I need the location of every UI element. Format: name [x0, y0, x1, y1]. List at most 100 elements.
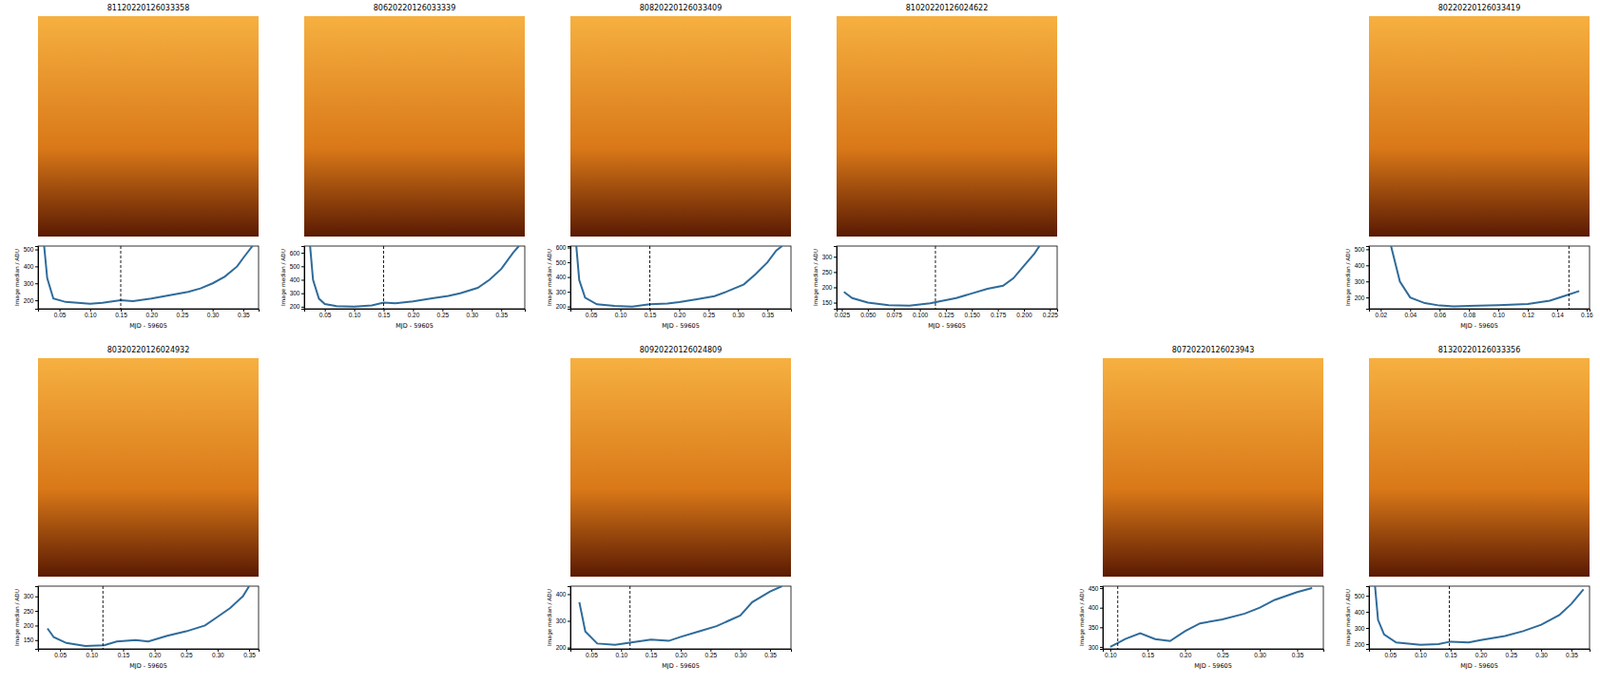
x-tick-label: 0.14	[1551, 311, 1564, 319]
y-tick-label: 200	[289, 303, 301, 310]
y-tick-label: 300	[556, 617, 567, 625]
panel-title: 80720220126023943	[1172, 346, 1255, 355]
y-axis: 300350400450	[1088, 585, 1104, 652]
x-tick: 0.05	[1384, 649, 1397, 659]
x-tick: 0.12	[1522, 308, 1535, 319]
y-tick-mark	[833, 271, 837, 273]
y-axis-line	[301, 247, 306, 310]
y-tick-label: 300	[289, 289, 301, 297]
x-tick: 0.050	[860, 308, 877, 319]
plot-area	[1390, 246, 1580, 309]
x-axis: 0.050.100.150.200.250.300.35	[38, 649, 260, 659]
panel: 808202201260334090.050.100.150.200.250.3…	[546, 3, 792, 330]
y-tick-mark	[301, 279, 305, 281]
x-tick-label: 0.05	[54, 652, 67, 659]
y-tick-label: 400	[556, 273, 567, 281]
y-axis-title: Image median / ADU	[14, 249, 21, 307]
x-axis: 0.050.100.150.200.250.300.35	[305, 308, 526, 319]
y-tick-label: 200	[23, 622, 35, 630]
x-tick: 0.10	[1104, 649, 1118, 659]
y-axis-line	[35, 247, 39, 310]
x-tick-label: 0.30	[465, 311, 479, 319]
x-tick: 0.35	[761, 308, 774, 319]
median-line	[1110, 588, 1312, 648]
x-tick-label: 0.20	[149, 652, 162, 659]
x-tick: 0.15	[645, 649, 658, 659]
panel-title: 80820220126033409	[639, 3, 723, 13]
panel-title: 81120220126033358	[107, 3, 191, 13]
x-tick: 0.20	[674, 649, 688, 659]
x-tick-label: 0.15	[117, 652, 131, 659]
y-tick-label: 400	[23, 263, 35, 270]
y-tick-mark	[35, 597, 39, 598]
x-tick-label: 0.05	[1384, 652, 1397, 659]
plot-frame	[38, 246, 259, 309]
y-tick-label: 500	[556, 259, 567, 267]
y-axis-title: Image median / ADU	[812, 249, 820, 307]
y-tick: 300	[1354, 625, 1369, 633]
median-line	[844, 246, 1041, 307]
x-tick-label: 0.35	[1565, 652, 1579, 659]
y-tick-label: 200	[23, 297, 35, 305]
image-placeholder	[570, 16, 791, 237]
y-tick-label: 150	[23, 636, 35, 644]
x-tick: 0.05	[585, 649, 598, 659]
x-tick: 0.05	[585, 308, 598, 319]
y-tick: 600	[289, 250, 305, 257]
y-tick: 500	[1354, 246, 1369, 253]
y-tick: 300	[1088, 644, 1103, 652]
x-tick-label: 0.15	[645, 652, 658, 659]
y-axis-line	[567, 587, 572, 651]
x-tick: 0.05	[54, 649, 67, 659]
x-tick: 0.35	[1565, 649, 1579, 659]
x-tick: 0.10	[84, 308, 97, 319]
x-tick-label: 0.30	[212, 652, 225, 659]
plot-frame	[570, 586, 791, 650]
y-tick-mark	[1366, 249, 1369, 251]
median-line	[576, 246, 783, 308]
x-tick: 0.10	[1414, 649, 1427, 659]
x-tick-label: 0.15	[1141, 652, 1155, 659]
x-tick: 0.075	[886, 308, 904, 319]
y-axis-line	[833, 247, 838, 310]
x-tick-label: 0.10	[615, 652, 628, 659]
x-tick-label: 0.10	[1492, 311, 1505, 319]
x-axis-title: MJD - 59605	[661, 322, 700, 330]
x-tick-label: 0.125	[938, 311, 955, 319]
x-tick: 0.16	[1580, 308, 1594, 319]
image-placeholder	[1102, 358, 1324, 578]
y-tick-label: 600	[289, 250, 301, 257]
panel: 809202201260248090.050.100.150.200.250.3…	[546, 346, 792, 671]
y-tick-mark	[567, 307, 571, 309]
y-tick-label: 400	[1354, 609, 1366, 617]
y-tick-label: 500	[23, 246, 35, 253]
x-tick: 0.25	[180, 649, 193, 659]
x-tick-label: 0.35	[237, 311, 251, 319]
panel: 803202201260249320.050.100.150.200.250.3…	[14, 346, 260, 671]
x-tick: 0.25	[705, 649, 718, 659]
y-tick-mark	[35, 266, 39, 268]
image-placeholder	[836, 16, 1058, 237]
y-tick-mark	[1099, 627, 1103, 629]
x-tick-label: 0.35	[761, 311, 774, 319]
panel: 813202201260333560.050.100.150.200.250.3…	[1345, 346, 1591, 671]
y-tick-label: 300	[1354, 278, 1366, 286]
y-axis-title: Image median / ADU	[1345, 249, 1352, 307]
x-tick-label: 0.25	[1505, 652, 1519, 659]
x-axis-title: MJD - 59605	[927, 322, 966, 330]
vline	[102, 586, 104, 650]
y-tick: 400	[1354, 609, 1369, 617]
plot-area	[576, 246, 783, 309]
panel: 807202201260239430.100.150.200.250.300.3…	[1079, 346, 1325, 671]
y-tick: 400	[23, 263, 39, 270]
y-tick-label: 500	[1354, 593, 1366, 600]
y-axis-title: Image median / ADU	[546, 589, 554, 647]
y-tick: 450	[1088, 585, 1103, 593]
x-tick: 0.225	[1042, 308, 1060, 319]
y-tick: 200	[1354, 294, 1369, 302]
image-placeholder	[570, 358, 791, 578]
plot-area	[578, 586, 782, 650]
y-tick-label: 200	[822, 284, 833, 291]
x-tick-label: 0.225	[1042, 311, 1060, 319]
x-tick-label: 0.15	[115, 311, 128, 319]
